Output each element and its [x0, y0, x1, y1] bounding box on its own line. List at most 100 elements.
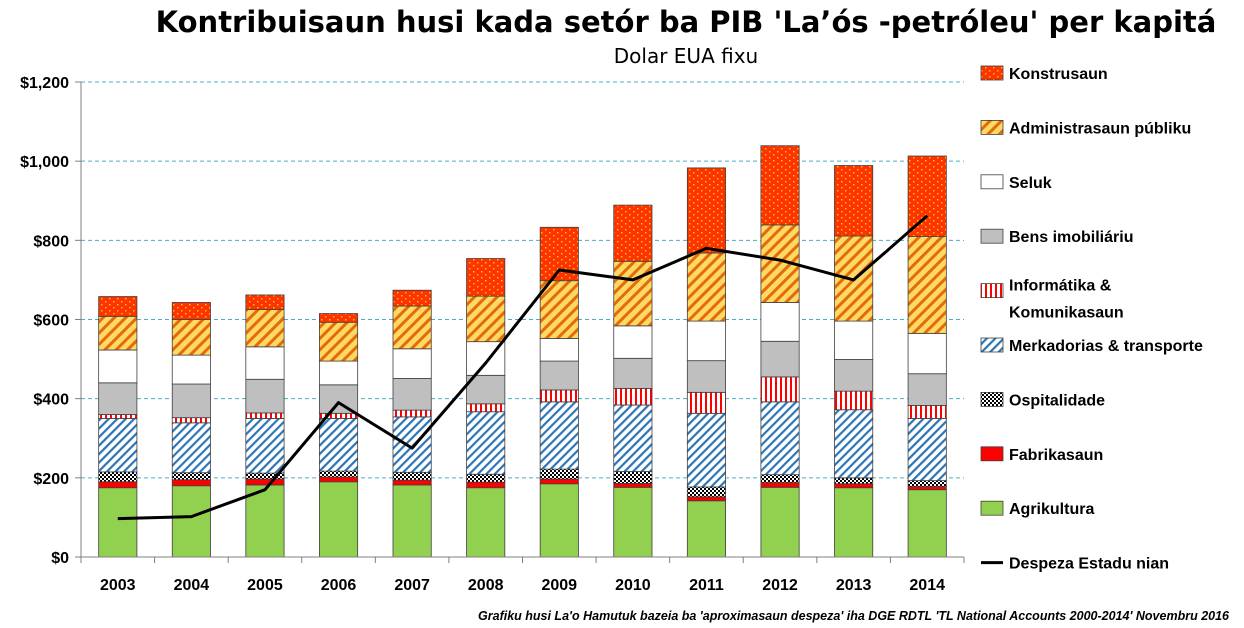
legend-label: Administrasaun públiku	[1009, 120, 1191, 137]
bar-segment	[686, 252, 726, 322]
bar-segment	[834, 390, 874, 411]
x-tick-label: 2011	[689, 577, 724, 594]
bar-segment	[392, 409, 432, 418]
source-note: Grafiku husi La'o Hamutuk bazeia ba 'apr…	[478, 609, 1230, 623]
x-tick-label: 2014	[909, 577, 945, 594]
legend-swatch	[980, 391, 1004, 407]
bar-segment	[613, 486, 653, 558]
bar-segment	[171, 302, 211, 320]
bar-segment	[613, 260, 653, 327]
bar-segment	[834, 487, 874, 558]
legend-swatch	[980, 228, 1004, 244]
bar-segment	[466, 411, 506, 475]
bar-segment	[760, 482, 800, 488]
bar-segment	[319, 476, 359, 483]
bar-segment	[686, 496, 726, 502]
legend-swatch	[980, 283, 1004, 299]
legend-swatch	[980, 120, 1004, 135]
x-tick-label: 2010	[615, 577, 651, 594]
bar-segment	[907, 155, 947, 237]
bar-segment	[245, 478, 285, 486]
bar-segment	[539, 478, 579, 485]
bar-segment	[245, 346, 285, 380]
bar-segment	[539, 280, 579, 339]
bar-segment	[392, 471, 432, 481]
y-tick-label: $0	[51, 550, 69, 567]
bar-segment	[171, 319, 211, 356]
bar-segment	[245, 294, 285, 311]
x-tick-label: 2003	[100, 577, 136, 594]
bar-segment	[245, 378, 285, 414]
bar-segment	[171, 479, 211, 487]
bar-segment	[907, 404, 947, 419]
bar-segment	[686, 391, 726, 414]
bar-segment	[466, 487, 506, 558]
bar-segment	[760, 474, 800, 483]
bar-segment	[245, 412, 285, 419]
bar-segment	[171, 422, 211, 474]
bar-segment	[834, 477, 874, 485]
bar-segment	[392, 378, 432, 411]
y-tick-label: $200	[33, 471, 69, 488]
bar-segment	[171, 472, 211, 481]
x-tick-label: 2012	[762, 577, 798, 594]
bar-segment	[98, 418, 138, 473]
bar-segment	[539, 468, 579, 480]
y-tick-label: $400	[33, 392, 69, 409]
chart-title: Kontribuisaun husi kada setór ba PIB 'La…	[156, 5, 1217, 39]
bar-segment	[686, 360, 726, 393]
bar-segment	[539, 338, 579, 362]
bar-segment	[907, 373, 947, 406]
bar-segment	[245, 418, 285, 474]
bar-segment	[834, 165, 874, 237]
bar-segment	[171, 383, 211, 419]
bar-segment	[613, 204, 653, 262]
x-tick-label: 2007	[394, 577, 430, 594]
bar-segment	[392, 289, 432, 307]
bar-segment	[392, 479, 432, 486]
bar-segment	[466, 258, 506, 297]
bar-segment	[466, 473, 506, 483]
bar-segment	[319, 321, 359, 362]
bar-segment	[392, 348, 432, 379]
bar-segment	[760, 486, 800, 558]
bar-segment	[319, 313, 359, 323]
line-despeza-estadu	[117, 214, 929, 521]
bar-segment	[613, 387, 653, 406]
legend: Konstrusaun Administrasaun públiku Seluk Be…	[980, 65, 1203, 573]
legend-label: Informátika & Komunikasaun	[1009, 278, 1124, 322]
y-tick-label: $1,200	[20, 75, 69, 92]
legend-label: Ospitalidade	[1009, 392, 1105, 409]
bar-segment	[686, 486, 726, 498]
axes	[75, 81, 965, 563]
bar-segment	[907, 235, 947, 334]
bar-segment	[539, 389, 579, 403]
bar-segment	[834, 483, 874, 489]
bar-segment	[686, 320, 726, 362]
bar-segment	[319, 418, 359, 472]
bar-segment	[907, 489, 947, 558]
bar-segment	[98, 414, 138, 419]
bar-segment	[98, 487, 138, 558]
line-series	[117, 214, 929, 521]
legend-label: Bens imobiliáriu	[1009, 229, 1133, 246]
bar-segment	[686, 412, 726, 488]
bar-segment	[907, 486, 947, 491]
legend-swatch	[980, 174, 1004, 190]
x-axis: 2003 2004 2005 2006 2007 2008 2009 2010 2011 2012…	[100, 577, 945, 594]
legend-label: Konstrusaun	[1009, 66, 1108, 83]
x-tick-label: 2004	[174, 577, 210, 594]
bar-segment	[319, 360, 359, 386]
bar-segment	[760, 401, 800, 476]
bar-segment	[98, 349, 138, 384]
legend-label: Agrikultura	[1009, 501, 1094, 518]
legend-swatch	[980, 65, 1004, 81]
y-axis: $0 $200 $400 $600 $800 $1,000 $1,200	[20, 75, 69, 567]
legend-label: Despeza Estadu nian	[1009, 556, 1169, 573]
bar-segment	[319, 481, 359, 558]
bar-segment	[319, 384, 359, 414]
bar-segment	[686, 167, 726, 254]
bar-segment	[539, 401, 579, 470]
bars	[98, 145, 947, 558]
bar-segment	[98, 382, 138, 415]
